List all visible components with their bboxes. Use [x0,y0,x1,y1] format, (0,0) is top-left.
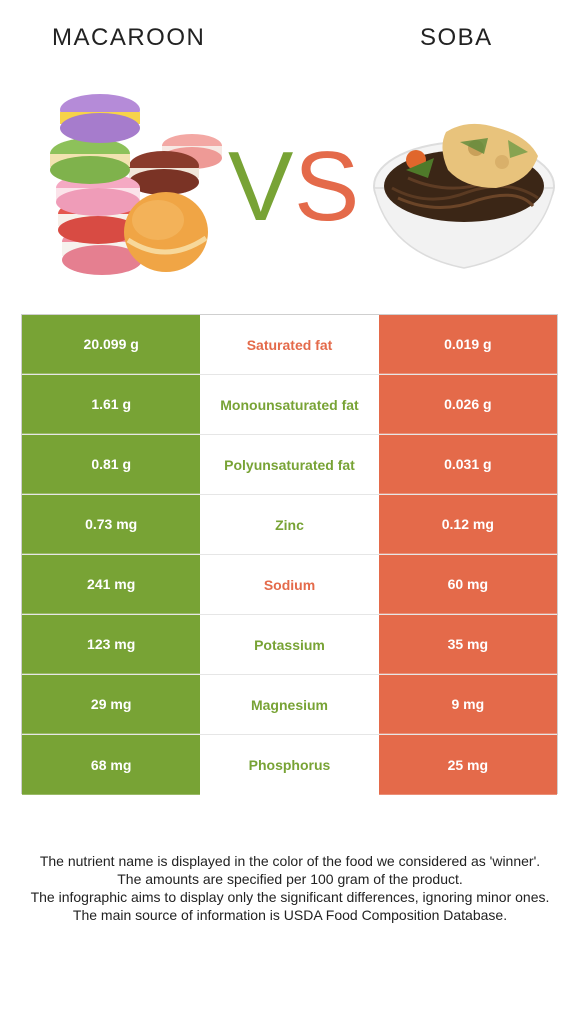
macaroon-value: 0.81 g [22,435,201,494]
vs-s-letter: S [294,131,356,238]
nutrient-name: Saturated fat [200,315,379,374]
soba-value: 0.031 g [378,435,557,494]
macaroon-value: 29 mg [22,675,201,734]
table-row: 1.61 g Monounsaturated fat 0.026 g [22,375,557,435]
macaroon-value: 1.61 g [22,375,201,434]
vs-label: V S [228,131,356,238]
table-row: 123 mg Potassium 35 mg [22,615,557,675]
soba-value: 9 mg [378,675,557,734]
soba-value: 0.026 g [378,375,557,434]
footnote-differences: The infographic aims to display only the… [30,889,550,905]
table-row: 241 mg Sodium 60 mg [22,555,557,615]
macaroon-value: 241 mg [22,555,201,614]
soba-value: 60 mg [378,555,557,614]
comparison-table: 20.099 g Saturated fat 0.019 g 1.61 g Monoun… [21,314,558,795]
nutrient-name: Zinc [200,495,379,554]
food-title-right: SOBA [420,24,493,51]
nutrient-name: Phosphorus [200,735,379,795]
nutrient-name: Polyunsaturated fat [200,435,379,494]
soba-value: 0.12 mg [378,495,557,554]
macaroon-value: 20.099 g [22,315,201,374]
table-row: 29 mg Magnesium 9 mg [22,675,557,735]
nutrient-name: Monounsaturated fat [200,375,379,434]
food-title-left: MACAROON [52,24,206,51]
macaroon-value: 123 mg [22,615,201,674]
macaroon-value: 0.73 mg [22,495,201,554]
table-row: 68 mg Phosphorus 25 mg [22,735,557,795]
footnotes: The nutrient name is displayed in the co… [20,852,560,924]
soba-value: 35 mg [378,615,557,674]
nutrient-name: Potassium [200,615,379,674]
table-row: 0.73 mg Zinc 0.12 mg [22,495,557,555]
footnote-amounts: The amounts are specified per 100 gram o… [117,871,463,887]
soba-value: 25 mg [378,735,557,795]
soba-image [373,123,555,269]
macaroon-value: 68 mg [22,735,201,795]
footnote-winner: The nutrient name is displayed in the co… [39,853,541,869]
table-row: 0.81 g Polyunsaturated fat 0.031 g [22,435,557,495]
soba-value: 0.019 g [378,315,557,374]
vs-v-letter: V [228,131,293,238]
table-row: 20.099 g Saturated fat 0.019 g [22,315,557,375]
footnote-source: The main source of information is USDA F… [72,907,508,923]
macaroon-image [50,94,222,275]
nutrient-name: Sodium [200,555,379,614]
nutrient-name: Magnesium [200,675,379,734]
